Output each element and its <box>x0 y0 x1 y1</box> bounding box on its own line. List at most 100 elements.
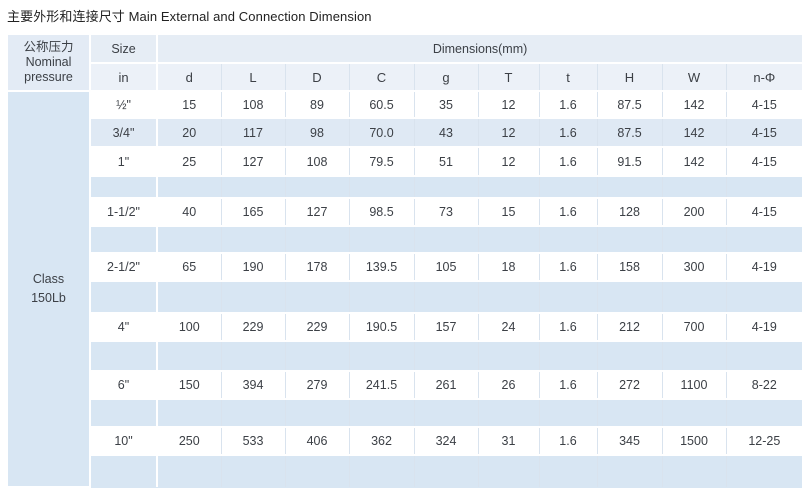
unit-header-cell: in <box>89 62 158 92</box>
spacer-cell <box>348 454 415 487</box>
dimension-value-cell: 324 <box>413 426 479 456</box>
spacer-cell <box>220 175 286 199</box>
spacer-cell <box>661 340 727 372</box>
column-header-cell: L <box>220 62 286 92</box>
spacer-cell <box>89 454 158 487</box>
spacer-cell <box>156 280 222 314</box>
dimension-value-cell: 4-15 <box>725 117 803 148</box>
dimension-value-cell: 200 <box>661 197 727 227</box>
dimension-value-cell: 142 <box>661 146 727 177</box>
spacer-cell <box>284 175 350 199</box>
dimension-value-cell: 127 <box>284 197 350 227</box>
column-header-cell: n-Φ <box>725 62 803 92</box>
spacer-cell <box>725 398 803 428</box>
spacer-cell <box>284 280 350 314</box>
spacer-cell <box>477 398 540 428</box>
dimension-value-cell: 31 <box>477 426 540 456</box>
dimension-value-cell: 1.6 <box>538 117 598 148</box>
size-cell: 4" <box>89 312 158 342</box>
dimension-value-cell: 250 <box>156 426 222 456</box>
dimension-value-cell: 43 <box>413 117 479 148</box>
spacer-row <box>8 454 803 487</box>
dimension-value-cell: 300 <box>661 252 727 282</box>
dimension-value-cell: 60.5 <box>348 90 415 119</box>
pressure-class-cell: Class 150Lb <box>8 90 91 488</box>
dimension-value-cell: 700 <box>661 312 727 342</box>
dimension-value-cell: 142 <box>661 117 727 148</box>
spacer-cell <box>220 280 286 314</box>
spacer-cell <box>89 398 158 428</box>
spacer-cell <box>725 340 803 372</box>
dimension-value-cell: 190 <box>220 252 286 282</box>
dimension-value-cell: 128 <box>596 197 663 227</box>
dimension-value-cell: 139.5 <box>348 252 415 282</box>
spacer-cell <box>538 175 598 199</box>
dimension-value-cell: 229 <box>220 312 286 342</box>
column-header-cell: T <box>477 62 540 92</box>
dimension-value-cell: 1.6 <box>538 426 598 456</box>
spacer-cell <box>413 175 479 199</box>
dimension-value-cell: 40 <box>156 197 222 227</box>
spacer-row <box>8 175 803 199</box>
table-row: 10" 250 533 406 362 324 31 1.6 345 1500 12-25 <box>8 426 803 456</box>
spacer-cell <box>596 340 663 372</box>
dimension-value-cell: 406 <box>284 426 350 456</box>
dimensions-table: 公称压力 Nominal pressure Size Dimensions(mm) i… <box>8 35 803 488</box>
spacer-cell <box>661 398 727 428</box>
size-cell: 1" <box>89 146 158 177</box>
dimension-value-cell: 35 <box>413 90 479 119</box>
spacer-cell <box>661 175 727 199</box>
dimension-value-cell: 87.5 <box>596 117 663 148</box>
dimension-value-cell: 4-15 <box>725 197 803 227</box>
dimension-value-cell: 362 <box>348 426 415 456</box>
spacer-cell <box>220 225 286 254</box>
dimension-value-cell: 178 <box>284 252 350 282</box>
spacer-cell <box>538 340 598 372</box>
spacer-cell <box>596 398 663 428</box>
spacer-cell <box>156 225 222 254</box>
dimension-value-cell: 142 <box>661 90 727 119</box>
spacer-cell <box>477 340 540 372</box>
spacer-cell <box>538 454 598 487</box>
spacer-cell <box>538 225 598 254</box>
size-cell: ½" <box>89 90 158 119</box>
table-row: Class 150Lb ½" 15 108 89 60.5 35 12 1.6 87.5 142 4-… <box>8 90 803 488</box>
dimension-value-cell: 108 <box>284 146 350 177</box>
spacer-cell <box>538 398 598 428</box>
dimension-value-cell: 1500 <box>661 426 727 456</box>
column-header-cell: H <box>596 62 663 92</box>
dimension-value-cell: 345 <box>596 426 663 456</box>
column-header-cell: D <box>284 62 350 92</box>
dimension-value-cell: 12-25 <box>725 426 803 456</box>
size-cell: 2-1/2" <box>89 252 158 282</box>
spacer-row <box>8 398 803 428</box>
dimension-value-cell: 79.5 <box>348 146 415 177</box>
spacer-row <box>8 340 803 372</box>
spacer-cell <box>477 280 540 314</box>
dimension-value-cell: 212 <box>596 312 663 342</box>
dimension-value-cell: 279 <box>284 370 350 400</box>
spacer-cell <box>413 280 479 314</box>
table-row: 4" 100 229 229 190.5 157 24 1.6 212 700 4-19 <box>8 312 803 342</box>
column-header-cell: g <box>413 62 479 92</box>
dimension-value-cell: 241.5 <box>348 370 415 400</box>
page-title: 主要外形和连接尺寸 Main External and Connection D… <box>7 9 372 24</box>
dimension-value-cell: 165 <box>220 197 286 227</box>
spacer-cell <box>477 175 540 199</box>
spacer-cell <box>348 280 415 314</box>
spacer-cell <box>413 398 479 428</box>
dimension-value-cell: 24 <box>477 312 540 342</box>
dimension-value-cell: 100 <box>156 312 222 342</box>
dimension-value-cell: 15 <box>156 90 222 119</box>
column-header-cell: t <box>538 62 598 92</box>
dimension-value-cell: 18 <box>477 252 540 282</box>
spacer-cell <box>596 225 663 254</box>
dimension-value-cell: 1.6 <box>538 252 598 282</box>
spacer-cell <box>661 225 727 254</box>
spacer-cell <box>596 454 663 487</box>
dimension-value-cell: 4-15 <box>725 90 803 119</box>
size-cell: 3/4" <box>89 117 158 148</box>
spacer-cell <box>89 340 158 372</box>
spacer-cell <box>89 280 158 314</box>
table-row: 2-1/2" 65 190 178 139.5 105 18 1.6 158 300 4-19 <box>8 252 803 282</box>
